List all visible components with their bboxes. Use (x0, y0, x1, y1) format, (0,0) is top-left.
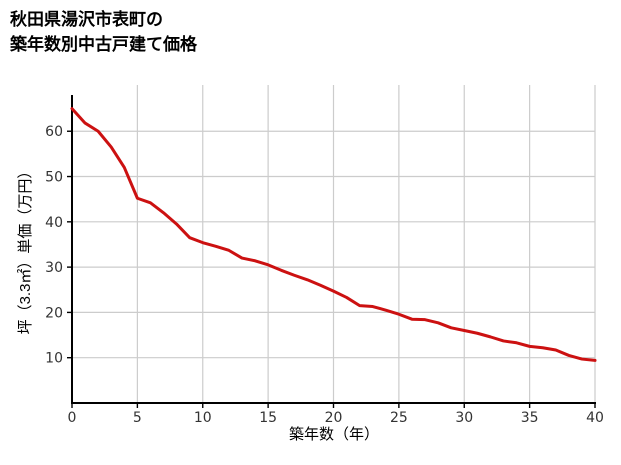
grid-lines (72, 85, 596, 403)
x-axis-title: 築年数（年） (289, 425, 379, 443)
data-line-group (70, 107, 597, 362)
x-tick-label: 30 (455, 410, 473, 426)
x-tick-label: 5 (133, 410, 142, 426)
price-line-series (70, 107, 597, 362)
y-tick-label: 50 (45, 170, 63, 186)
y-tick-label: 40 (45, 215, 63, 231)
x-tick-label: 0 (68, 410, 77, 426)
tick-marks (67, 130, 596, 408)
chart-title: 秋田県湯沢市表町の 築年数別中古戸建て価格 (10, 8, 197, 57)
x-tick-labels: 0 5 10 15 20 25 30 35 40 (68, 410, 604, 426)
x-tick-label: 15 (259, 410, 277, 426)
chart-title-line-2: 築年数別中古戸建て価格 (10, 34, 197, 54)
x-tick-label: 25 (390, 410, 408, 426)
chart-title-line-1: 秋田県湯沢市表町の (10, 10, 163, 29)
x-tick-label: 20 (325, 410, 343, 426)
x-tick-label: 35 (521, 410, 539, 426)
x-tick-label: 40 (586, 410, 604, 426)
axis-spines (71, 95, 596, 404)
y-tick-label: 60 (45, 124, 63, 140)
y-axis-title: 坪（3.3㎡）単価（万円） (17, 164, 34, 335)
y-tick-label: 30 (45, 260, 63, 276)
y-tick-labels: 10 20 30 40 50 60 (45, 124, 63, 366)
y-tick-label: 10 (45, 351, 63, 367)
y-tick-label: 20 (45, 305, 63, 321)
x-tick-label: 10 (194, 410, 212, 426)
